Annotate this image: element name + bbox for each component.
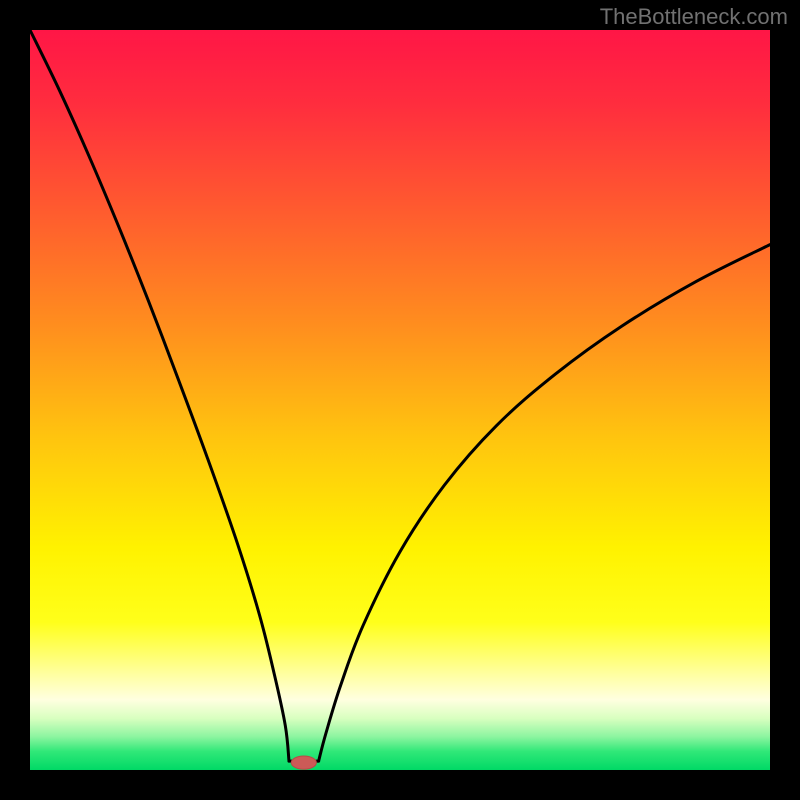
gradient-background: [30, 30, 770, 770]
watermark-text: TheBottleneck.com: [600, 4, 788, 30]
optimum-marker: [291, 756, 316, 769]
bottleneck-chart: [0, 0, 800, 800]
chart-frame: TheBottleneck.com: [0, 0, 800, 800]
